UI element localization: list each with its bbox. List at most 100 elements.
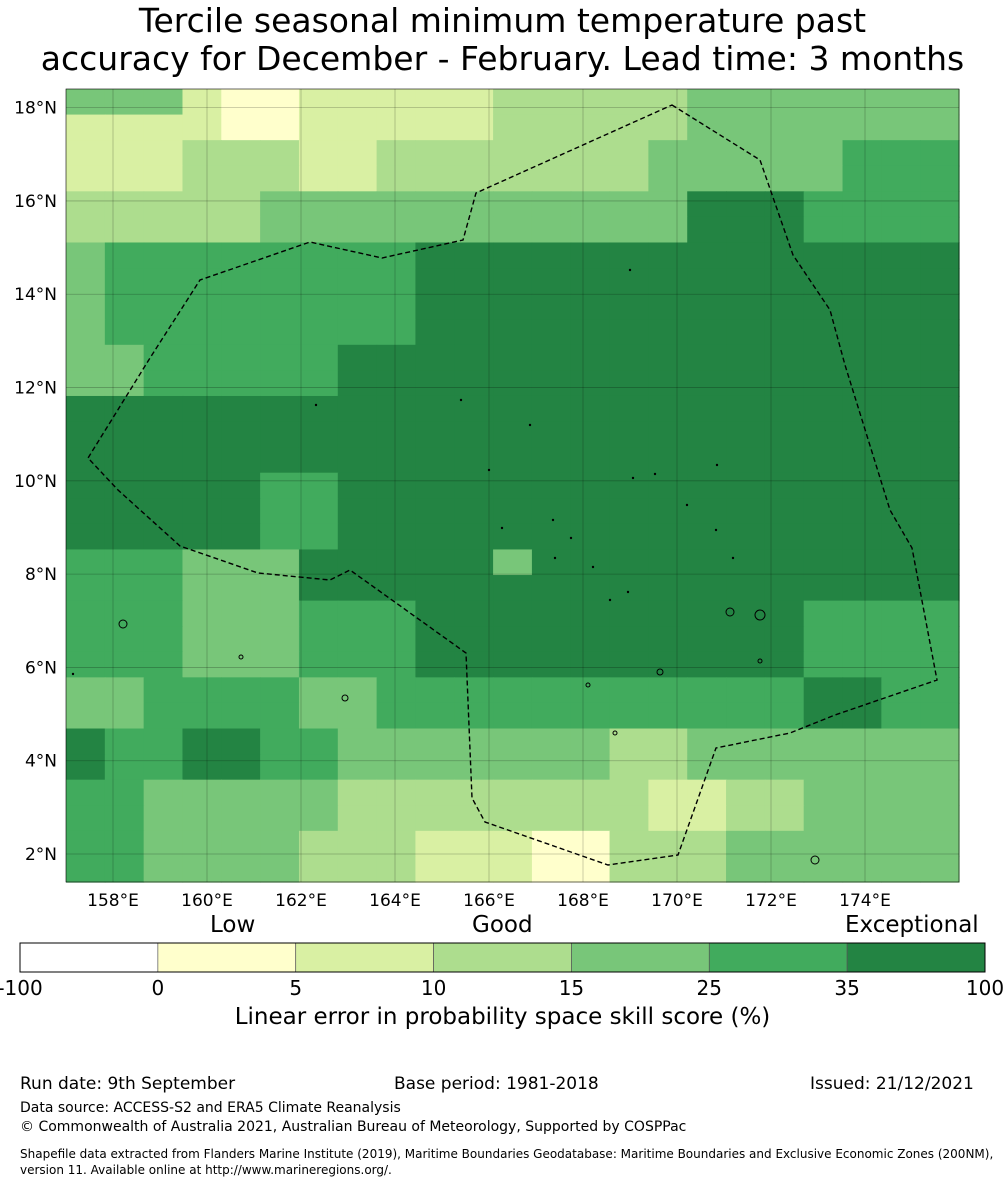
colorbar-segment xyxy=(157,942,297,973)
grid-cell xyxy=(726,523,766,551)
grid-cell xyxy=(376,268,417,295)
grid-cell xyxy=(337,216,378,244)
grid-cell xyxy=(337,779,378,806)
grid-cell xyxy=(842,830,882,858)
grid-cell xyxy=(687,421,727,448)
colorbar-label: Linear error in probability space skill … xyxy=(234,1004,771,1030)
grid-cell xyxy=(221,600,261,627)
grid-cell xyxy=(104,498,145,525)
lon-tick-label: 162°E xyxy=(275,891,327,911)
grid-cell xyxy=(687,216,727,244)
grid-cell xyxy=(415,702,455,730)
grid-cell xyxy=(648,216,688,244)
grid-cell xyxy=(842,191,882,218)
grid-cell xyxy=(570,140,611,167)
grid-cell xyxy=(842,651,882,678)
grid-cell xyxy=(842,779,882,806)
grid-cell xyxy=(221,754,261,781)
grid-cell xyxy=(881,293,921,320)
grid-cell xyxy=(415,191,455,218)
grid-cell xyxy=(143,575,184,602)
grid-cell xyxy=(609,575,649,602)
grid-cell xyxy=(609,651,649,678)
grid-cell xyxy=(648,114,688,141)
grid-cell xyxy=(337,421,378,448)
grid-cell xyxy=(182,472,222,499)
grid-cell xyxy=(104,344,145,371)
grid-cell xyxy=(803,242,844,269)
grid-cell xyxy=(182,754,222,781)
grid-cell xyxy=(920,523,960,551)
grid-cell xyxy=(570,472,611,499)
grid-cell xyxy=(415,728,455,755)
grid-cell xyxy=(726,549,766,576)
grid-cell xyxy=(221,805,261,832)
grid-cell xyxy=(803,140,844,167)
grid-cell xyxy=(66,268,106,295)
island-outline xyxy=(238,654,244,660)
grid-cell xyxy=(493,549,533,576)
grid-cell xyxy=(920,575,960,602)
grid-cell xyxy=(143,472,184,499)
grid-cell xyxy=(182,89,222,116)
grid-cell xyxy=(221,268,261,295)
grid-cell xyxy=(337,702,378,730)
run-date: Run date: 9th September xyxy=(20,1074,236,1094)
lat-tick-label: 8°N xyxy=(25,565,57,585)
grid-cell xyxy=(182,447,222,474)
grid-cell xyxy=(648,651,688,678)
grid-cell xyxy=(726,677,766,704)
grid-cell xyxy=(842,447,882,474)
grid-cell xyxy=(687,600,727,627)
grid-cell xyxy=(842,498,882,525)
grid-cell xyxy=(376,677,417,704)
grid-cell xyxy=(298,600,339,627)
grid-cell xyxy=(570,702,611,730)
grid-cell xyxy=(260,293,300,320)
grid-cell xyxy=(687,319,727,346)
grid-cell xyxy=(143,268,184,295)
grid-cell xyxy=(531,268,572,295)
grid-cell xyxy=(260,370,300,397)
grid-cell xyxy=(221,421,261,448)
grid-cell xyxy=(415,293,455,320)
island-outline xyxy=(656,668,664,676)
grid-cell xyxy=(298,856,339,883)
grid-cell xyxy=(764,191,805,218)
grid-cell xyxy=(221,677,261,704)
grid-cell xyxy=(415,140,455,167)
grid-cell xyxy=(376,626,417,653)
grid-cell xyxy=(531,89,572,116)
colorbar-segment xyxy=(433,942,572,973)
grid-cell xyxy=(570,677,611,704)
grid-cell xyxy=(803,600,844,627)
grid-cell xyxy=(726,370,766,397)
grid-cell xyxy=(648,421,688,448)
grid-cell xyxy=(493,191,533,218)
grid-cell xyxy=(104,191,145,218)
grid-cell xyxy=(221,293,261,320)
grid-cell xyxy=(648,268,688,295)
grid-cell xyxy=(531,140,572,167)
grid-cell xyxy=(415,600,455,627)
grid-cell xyxy=(182,600,222,627)
grid-cell xyxy=(881,165,921,192)
grid-cell xyxy=(376,395,417,423)
title-line-2: accuracy for December - February. Lead t… xyxy=(40,39,965,78)
grid-cell xyxy=(493,421,533,448)
grid-cell xyxy=(531,447,572,474)
grid-cell xyxy=(260,191,300,218)
grid-cell xyxy=(221,728,261,755)
grid-cell xyxy=(66,856,106,883)
grid-cell xyxy=(337,319,378,346)
grid-cell xyxy=(337,677,378,704)
grid-cell xyxy=(143,498,184,525)
grid-cell xyxy=(687,754,727,781)
grid-cell xyxy=(726,856,766,883)
grid-cell xyxy=(920,549,960,576)
grid-cell xyxy=(803,498,844,525)
grid-cell xyxy=(531,242,572,269)
grid-cell xyxy=(764,370,805,397)
island-outline xyxy=(118,619,128,629)
grid-cell xyxy=(687,268,727,295)
